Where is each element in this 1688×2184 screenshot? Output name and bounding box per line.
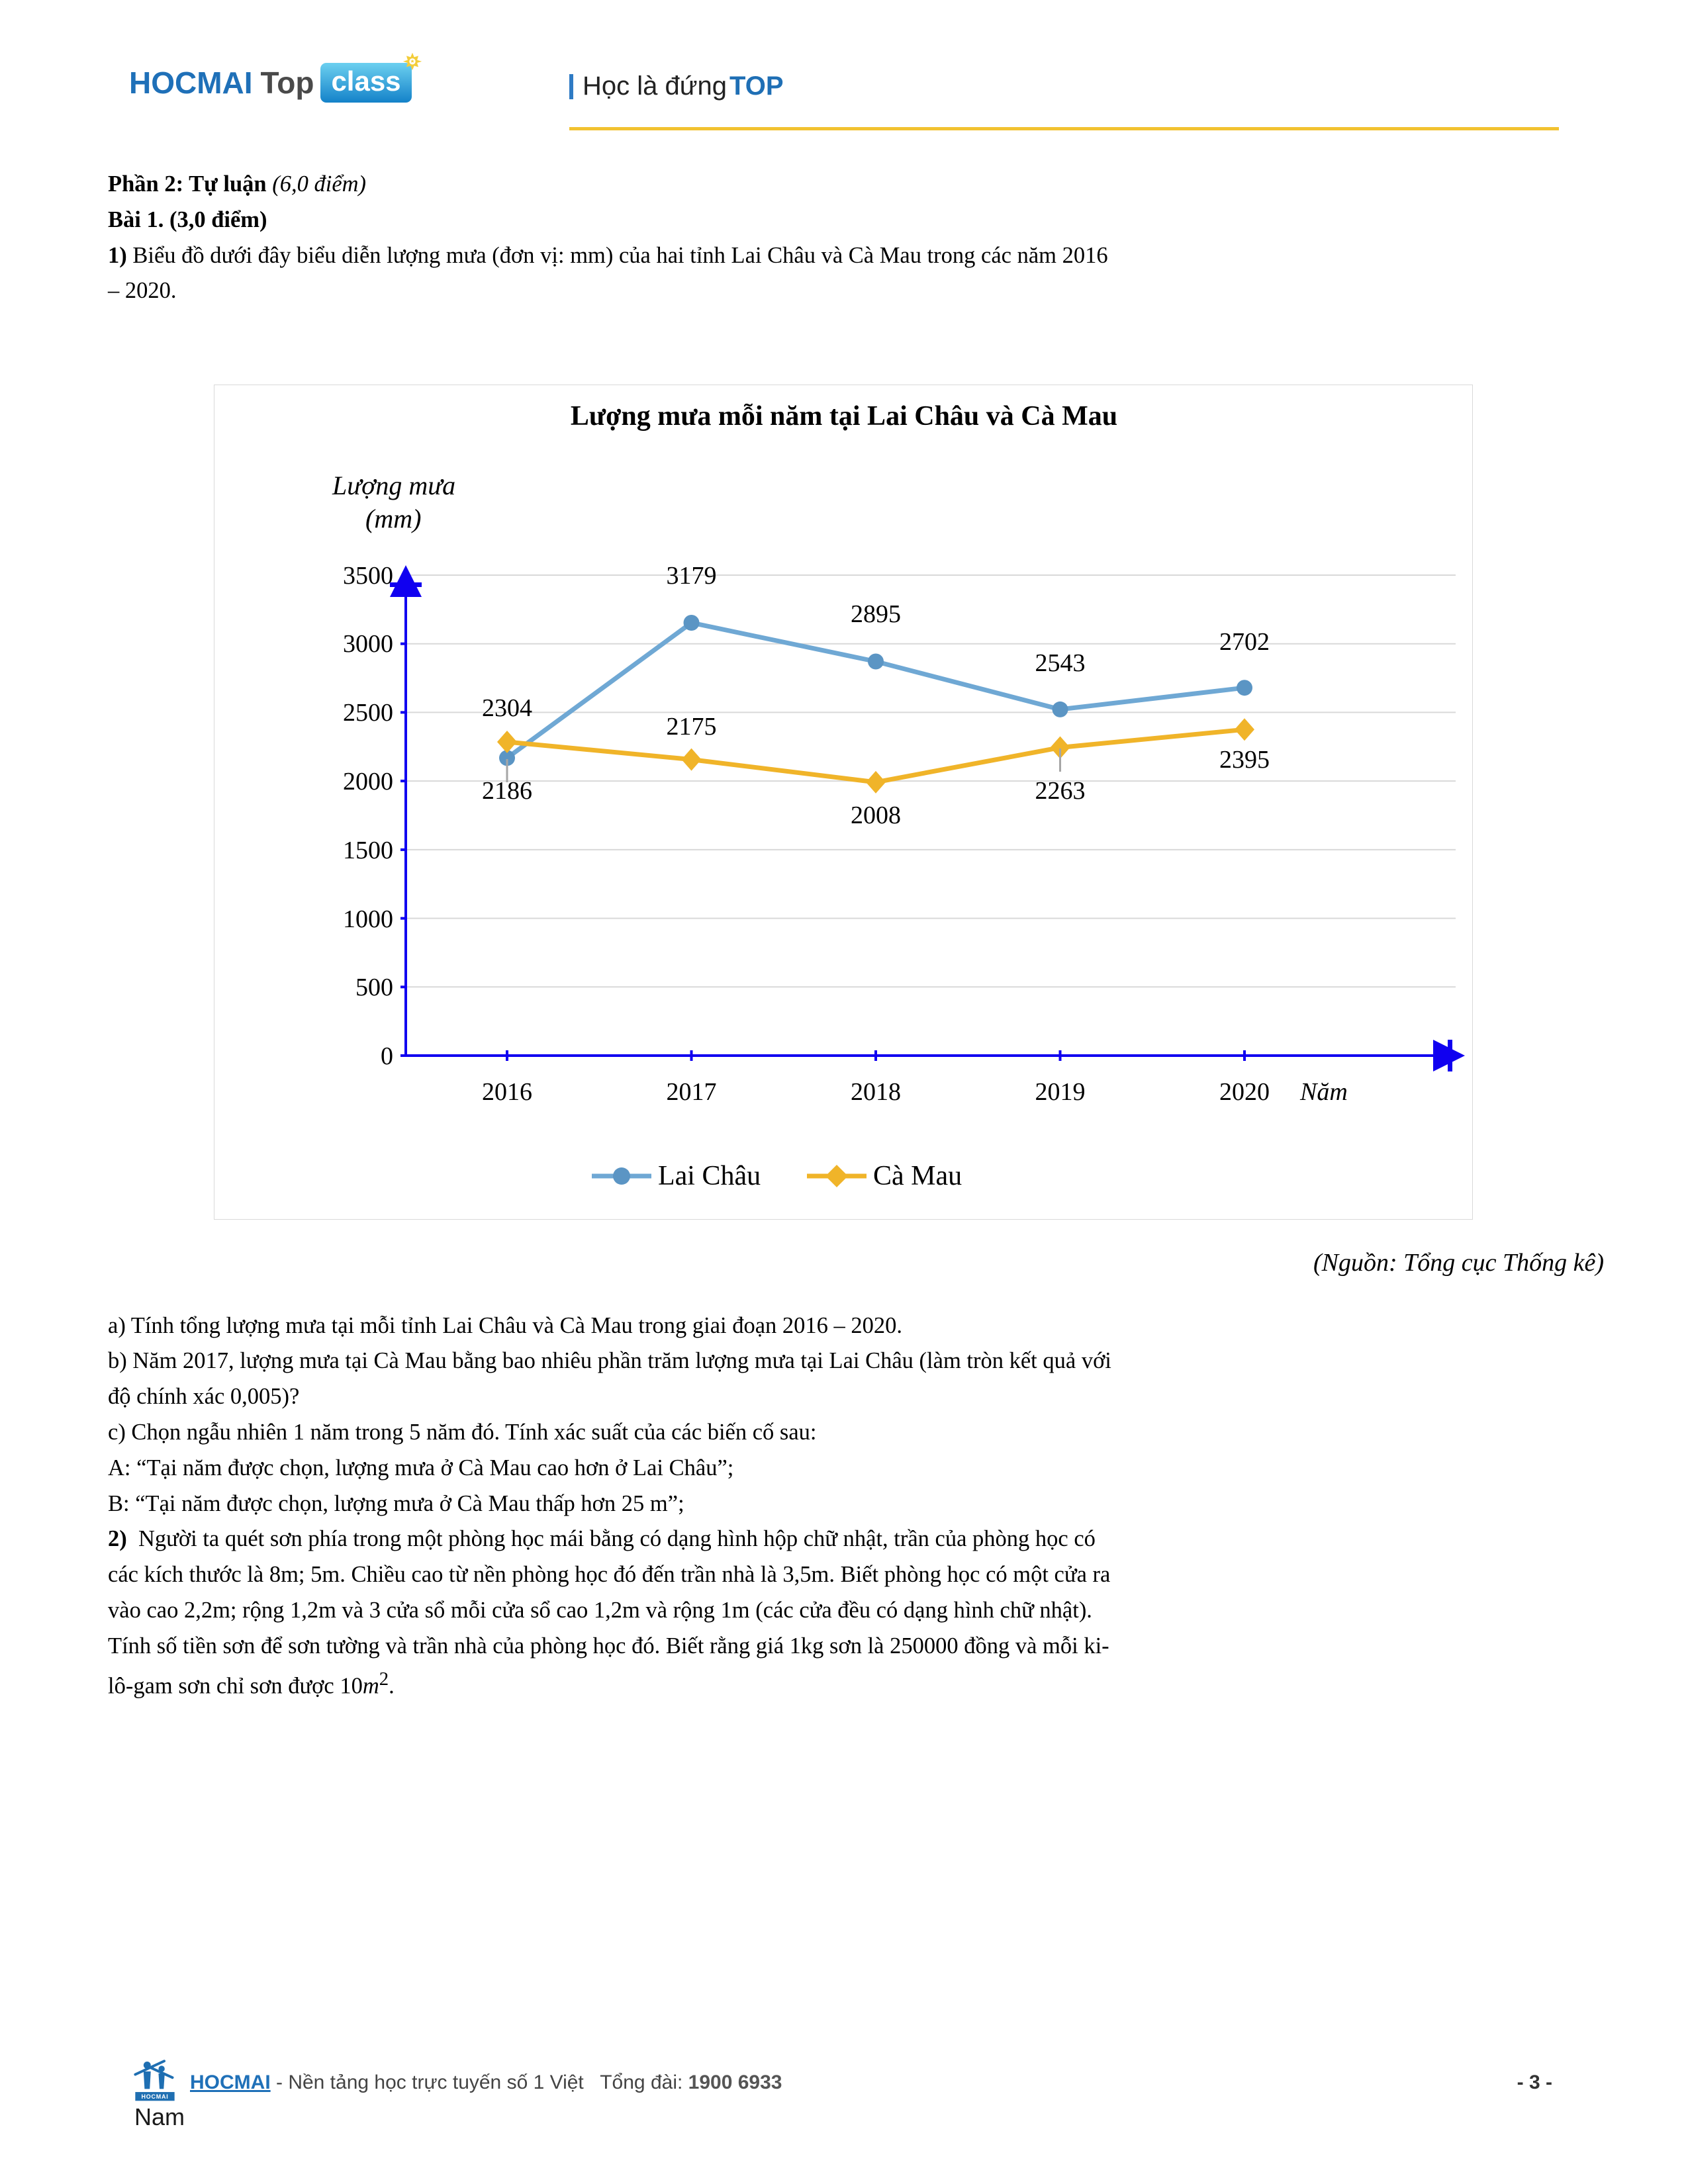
svg-text:(mm): (mm) bbox=[365, 504, 421, 533]
svg-text:2304: 2304 bbox=[482, 694, 532, 722]
svg-text:2186: 2186 bbox=[482, 777, 532, 805]
svg-text:500: 500 bbox=[355, 974, 393, 1001]
svg-text:2175: 2175 bbox=[667, 713, 717, 741]
svg-text:Lai Châu: Lai Châu bbox=[658, 1161, 761, 1191]
svg-text:2000: 2000 bbox=[343, 768, 393, 796]
svg-text:2895: 2895 bbox=[851, 600, 901, 628]
svg-text:0: 0 bbox=[381, 1042, 393, 1070]
svg-text:Năm: Năm bbox=[1299, 1078, 1348, 1106]
svg-text:Lượng mưa mỗi năm tại Lai Châu: Lượng mưa mỗi năm tại Lai Châu và Cà Mau bbox=[571, 401, 1117, 432]
svg-text:2263: 2263 bbox=[1035, 777, 1086, 805]
svg-text:3179: 3179 bbox=[667, 562, 717, 590]
svg-text:2020: 2020 bbox=[1219, 1078, 1270, 1106]
svg-text:2016: 2016 bbox=[482, 1078, 532, 1106]
svg-text:2500: 2500 bbox=[343, 699, 393, 727]
svg-text:Cà Mau: Cà Mau bbox=[873, 1161, 962, 1191]
svg-text:2008: 2008 bbox=[851, 801, 901, 829]
svg-text:2395: 2395 bbox=[1219, 746, 1270, 774]
svg-text:2543: 2543 bbox=[1035, 649, 1086, 677]
svg-text:3000: 3000 bbox=[343, 630, 393, 658]
svg-text:3500: 3500 bbox=[343, 562, 393, 590]
svg-text:2019: 2019 bbox=[1035, 1078, 1086, 1106]
svg-text:Lượng mưa: Lượng mưa bbox=[332, 471, 455, 500]
svg-text:1000: 1000 bbox=[343, 905, 393, 933]
svg-text:2018: 2018 bbox=[851, 1078, 901, 1106]
svg-text:2017: 2017 bbox=[667, 1078, 717, 1106]
svg-text:2702: 2702 bbox=[1219, 628, 1270, 656]
svg-text:1500: 1500 bbox=[343, 837, 393, 864]
svg-text:HOCMAI: HOCMAI bbox=[142, 2093, 169, 2100]
